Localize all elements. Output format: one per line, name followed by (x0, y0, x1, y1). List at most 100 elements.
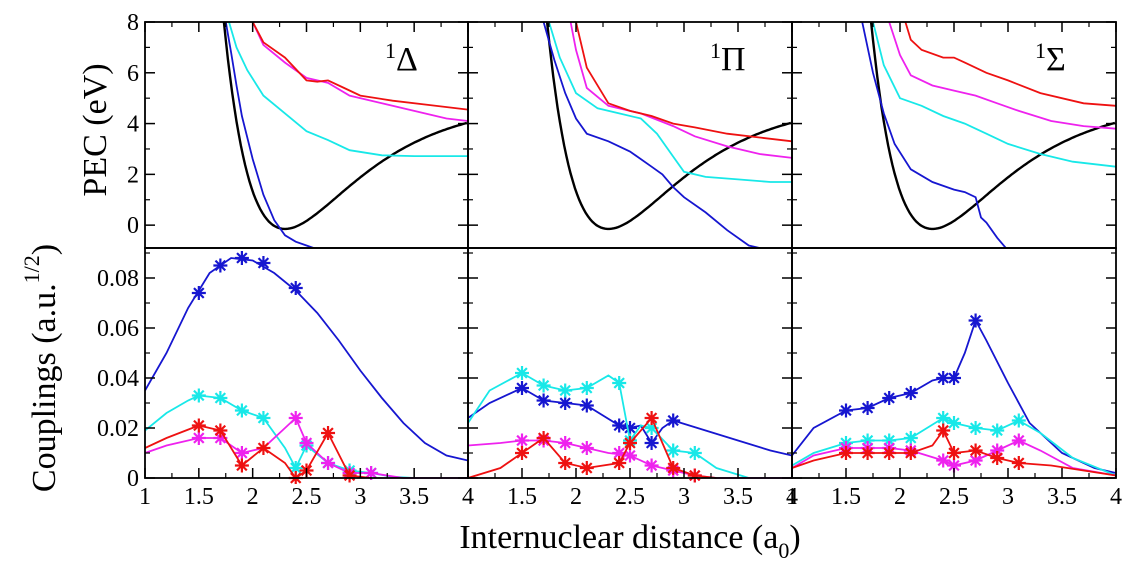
pec-curve-cyan (228, 22, 468, 157)
pec-frame-3 (791, 21, 1117, 249)
coupling-marker-magenta (515, 433, 529, 448)
coupling-marker-cyan (191, 388, 206, 403)
coupling-marker-red (903, 446, 918, 460)
coupling-marker-cyan (687, 446, 702, 460)
coupling-marker-magenta (1011, 433, 1026, 448)
state-label-sigma: 1Σ (1035, 38, 1066, 78)
state-label-delta: 1Δ (385, 38, 418, 78)
coupling-curve-blue (145, 257, 468, 462)
top-y-tick-label: 8 (127, 10, 139, 36)
pec-curve-magenta (569, 22, 792, 159)
coupling-marker-red (936, 423, 951, 438)
bottom-y-tick-label: 0.02 (97, 416, 139, 442)
coupling-marker-blue (839, 403, 853, 418)
coupling-marker-red (644, 411, 659, 425)
coupling-marker-cyan (990, 423, 1005, 438)
coupling-marker-cyan (213, 391, 228, 405)
coupling-marker-cyan (612, 376, 627, 390)
coupling-marker-red (579, 461, 594, 475)
coupling-marker-cyan (536, 378, 551, 393)
tick-layer: 1 1.5 2 2.5 3 3.5 4 1.5 2 2.5 3 3.5 41 1.5 2 2.5 3 3.5 402… (97, 10, 1122, 510)
x-tick-label: 2 (894, 484, 906, 510)
ground-state-curve (869, 22, 1116, 231)
coupling-marker-cyan (515, 366, 529, 380)
coupling-marker-red (882, 446, 897, 460)
state-label-pi: 1Π (710, 38, 746, 78)
coupling-marker-magenta (558, 436, 573, 450)
x-tick-label: 3.5 (1047, 484, 1077, 510)
coupling-marker-magenta (288, 411, 303, 425)
coupling-marker-blue (644, 436, 659, 450)
coupling-marker-red (1011, 456, 1026, 470)
coupling-marker-cyan (968, 421, 983, 435)
coupling-marker-magenta (990, 443, 1005, 458)
coupling-marker-cyan (234, 403, 249, 418)
coupling-marker-red (213, 423, 228, 438)
coupling-marker-blue (213, 258, 228, 273)
coupling-marker-blue (882, 391, 897, 405)
coupling-marker-magenta (623, 448, 637, 463)
coupling-marker-magenta (321, 456, 336, 470)
top-y-tick-label: 0 (127, 213, 139, 239)
coupling-marker-cyan (558, 383, 573, 398)
pec-curve-cyan (548, 22, 792, 183)
coupling-marker-magenta (234, 446, 249, 460)
coupling-marker-blue (288, 281, 303, 295)
coupling-marker-red (687, 468, 702, 483)
ground-state-curve (545, 22, 792, 231)
coupling-marker-cyan (579, 381, 594, 395)
coupling-marker-blue (860, 401, 875, 415)
pec-curve-cyan (872, 22, 1116, 168)
coupling-marker-cyan (288, 461, 303, 475)
pec-curve-blue (224, 22, 317, 248)
coupling-panel-1 (145, 251, 468, 484)
pec-curve-magenta (251, 22, 468, 122)
coupling-marker-cyan (936, 411, 951, 425)
coupling-marker-red (321, 426, 336, 440)
coupling-marker-red (515, 446, 529, 460)
coupling-marker-magenta (968, 453, 983, 468)
coupling-marker-red (947, 446, 961, 460)
coupling-marker-magenta (191, 431, 206, 445)
pec-curve-magenta (888, 22, 1116, 130)
coupling-panel-3 (792, 313, 1116, 477)
coupling-marker-red (860, 446, 875, 460)
coupling-marker-red (839, 446, 853, 460)
coupling-curve-red (145, 424, 372, 480)
x-tick-label: 3 (1002, 484, 1014, 510)
coupling-marker-magenta (644, 458, 659, 473)
x-axis-label: Internuclear distance (a0) (459, 519, 800, 563)
x-tick-label: 4 (462, 484, 474, 510)
coupling-marker-cyan (644, 421, 659, 435)
pec-panel-1 (222, 22, 468, 248)
pec-curve-red (251, 22, 468, 111)
coupling-marker-blue (558, 396, 573, 410)
coupling-marker-blue (666, 413, 681, 428)
coupling-curve-cyan (468, 371, 792, 479)
coupling-marker-red (191, 418, 206, 433)
coupling-marker-magenta (579, 441, 594, 455)
x-tick-label: 2.5 (292, 484, 322, 510)
coupling-marker-cyan (666, 443, 681, 458)
pec-curve-red (575, 22, 792, 143)
top-y-tick-label: 6 (127, 61, 139, 87)
coupling-marker-magenta (213, 431, 228, 445)
coupling-marker-cyan (903, 431, 918, 445)
coupling-marker-cyan (1011, 413, 1026, 428)
x-tick-label: 3 (678, 484, 690, 510)
coupling-marker-cyan (947, 416, 961, 430)
coupling-panel-2 (468, 366, 792, 483)
x-tick-label: 1 (786, 484, 798, 510)
bottom-y-axis-label: Couplings (a.u.1/2) (19, 244, 63, 492)
pec-panel-3 (861, 22, 1116, 248)
x-tick-label: 3.5 (723, 484, 753, 510)
coupling-marker-blue (579, 398, 594, 413)
x-tick-label: 2 (570, 484, 582, 510)
pec-curve-red (904, 22, 1116, 107)
coupling-marker-magenta (364, 466, 379, 480)
coupling-marker-blue (947, 371, 961, 385)
pec-panel-2 (542, 22, 792, 248)
pec-curve-blue (861, 22, 1008, 248)
x-tick-label: 4 (1110, 484, 1122, 510)
